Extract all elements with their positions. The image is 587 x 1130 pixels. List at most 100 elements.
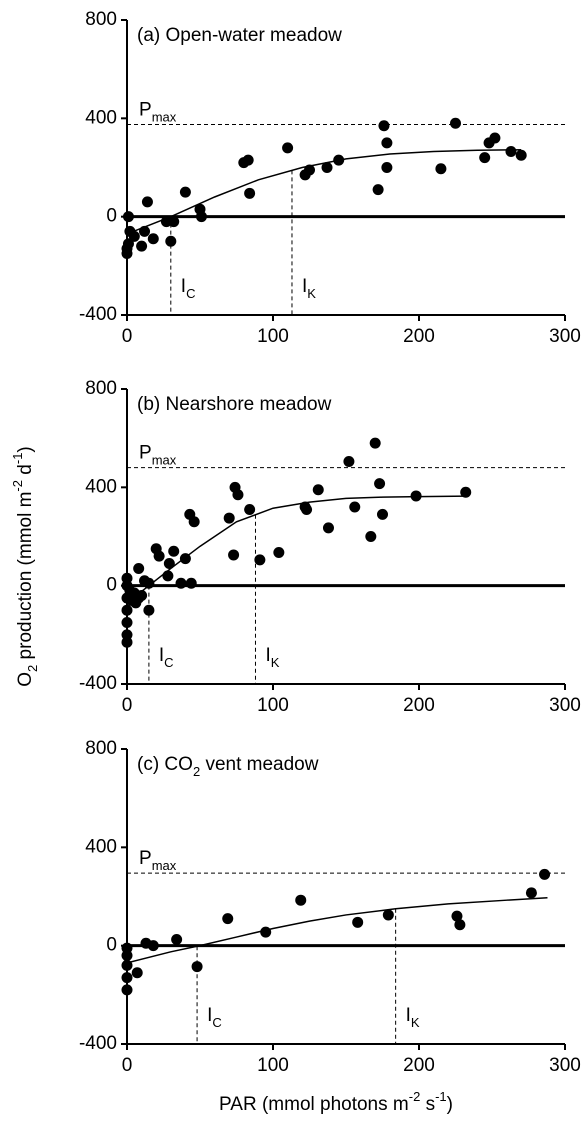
- data-point: [162, 570, 174, 582]
- y-tick-label: 0: [106, 575, 117, 596]
- data-point: [147, 233, 159, 245]
- y-tick-label: 0: [106, 206, 117, 227]
- data-point: [128, 230, 140, 242]
- ic-line-label: IC: [181, 276, 196, 301]
- y-tick-label: -400: [79, 304, 117, 325]
- x-axis-label-part: ): [447, 1094, 453, 1115]
- pmax-label-part: max: [152, 109, 177, 124]
- ik-line-label: IK: [406, 1005, 420, 1030]
- pmax-label-part: max: [152, 453, 177, 468]
- data-point: [378, 120, 390, 132]
- panel-title: (b) Nearshore meadow: [137, 394, 332, 415]
- data-point: [121, 604, 133, 616]
- data-point: [260, 926, 272, 938]
- x-tick-label: 0: [122, 326, 133, 347]
- data-point: [153, 550, 165, 562]
- x-tick-label: 300: [549, 1055, 581, 1076]
- data-point: [451, 910, 463, 922]
- y-tick-label: 0: [106, 935, 117, 956]
- data-point: [185, 577, 197, 589]
- data-point: [505, 146, 517, 158]
- y-axis-label-part: 2: [25, 665, 40, 672]
- y-tick-label: 400: [85, 107, 117, 128]
- pmax-label-part: P: [139, 99, 152, 120]
- x-tick-label: 200: [403, 326, 435, 347]
- data-point: [122, 238, 134, 250]
- ik-line-label-part: I: [406, 1005, 411, 1026]
- ic-line-label: IC: [159, 645, 174, 670]
- data-point: [244, 187, 256, 199]
- data-point: [282, 142, 294, 154]
- x-tick-label: 100: [257, 1055, 289, 1076]
- panel-title-part: (c) CO: [137, 754, 193, 775]
- x-axis-label-part: -2: [409, 1089, 421, 1104]
- data-point: [188, 516, 200, 528]
- data-point: [460, 486, 472, 498]
- data-point: [121, 248, 133, 260]
- y-axis-label-part: ): [15, 446, 36, 452]
- ik-line-label-part: K: [271, 655, 280, 670]
- data-point: [122, 211, 134, 223]
- x-axis-label-part: s: [420, 1094, 435, 1115]
- data-point: [147, 940, 159, 952]
- data-point: [121, 617, 133, 629]
- pmax-label-part: P: [139, 848, 152, 869]
- x-tick-label: 100: [257, 695, 289, 716]
- data-point: [525, 887, 537, 899]
- data-point: [295, 894, 307, 906]
- pmax-label: Pmax: [139, 443, 177, 468]
- fit-curve: [126, 495, 466, 604]
- pmax-label-part: P: [139, 443, 152, 464]
- ic-line-label-part: I: [207, 1005, 212, 1026]
- data-point: [242, 154, 254, 166]
- pmax-label: Pmax: [139, 99, 177, 124]
- x-tick-label: 200: [403, 695, 435, 716]
- x-tick-label: 0: [122, 1055, 133, 1076]
- ik-line-label-part: K: [411, 1015, 420, 1030]
- data-point: [349, 501, 361, 513]
- data-point: [312, 484, 324, 496]
- data-point: [515, 149, 527, 161]
- data-point: [381, 137, 393, 149]
- data-point: [244, 503, 256, 515]
- data-point: [136, 240, 148, 252]
- panel-title: (a) Open-water meadow: [137, 25, 342, 46]
- data-point: [343, 456, 355, 468]
- data-point: [454, 919, 466, 931]
- panel-title-part: 2: [193, 764, 200, 779]
- data-point: [489, 132, 501, 144]
- x-tick-label: 100: [257, 326, 289, 347]
- data-point: [435, 163, 447, 175]
- y-tick-label: -400: [79, 1033, 117, 1054]
- y-tick-label: -400: [79, 673, 117, 694]
- data-point: [254, 554, 266, 566]
- panel-title-part: (b) Nearshore meadow: [137, 394, 332, 415]
- panel-title-part: (a) Open-water meadow: [137, 25, 342, 46]
- ic-line-label-part: C: [186, 286, 195, 301]
- data-point: [382, 909, 394, 921]
- data-point: [165, 235, 177, 247]
- ic-line-label-part: I: [181, 276, 186, 297]
- data-point: [374, 478, 386, 490]
- data-point: [121, 984, 133, 996]
- data-point: [352, 916, 364, 928]
- data-point: [301, 503, 313, 515]
- y-axis-label-part: -2: [10, 480, 25, 492]
- data-point: [539, 868, 551, 880]
- data-point: [479, 152, 491, 164]
- data-point: [121, 572, 133, 584]
- y-axis-label-part: production (mmol m: [15, 492, 36, 665]
- y-tick-label: 800: [85, 738, 117, 759]
- data-point: [191, 961, 203, 973]
- data-point: [175, 577, 187, 589]
- panel-title-part: vent meadow: [200, 754, 319, 775]
- y-axis-label-part: O: [15, 672, 36, 687]
- x-axis-label-part: PAR (mmol photons m: [219, 1094, 409, 1115]
- data-point: [321, 162, 333, 173]
- data-point: [133, 562, 145, 574]
- x-tick-label: 0: [122, 695, 133, 716]
- ik-line-label-part: K: [307, 286, 316, 301]
- data-point: [121, 629, 133, 641]
- ic-line-label: IC: [207, 1005, 222, 1030]
